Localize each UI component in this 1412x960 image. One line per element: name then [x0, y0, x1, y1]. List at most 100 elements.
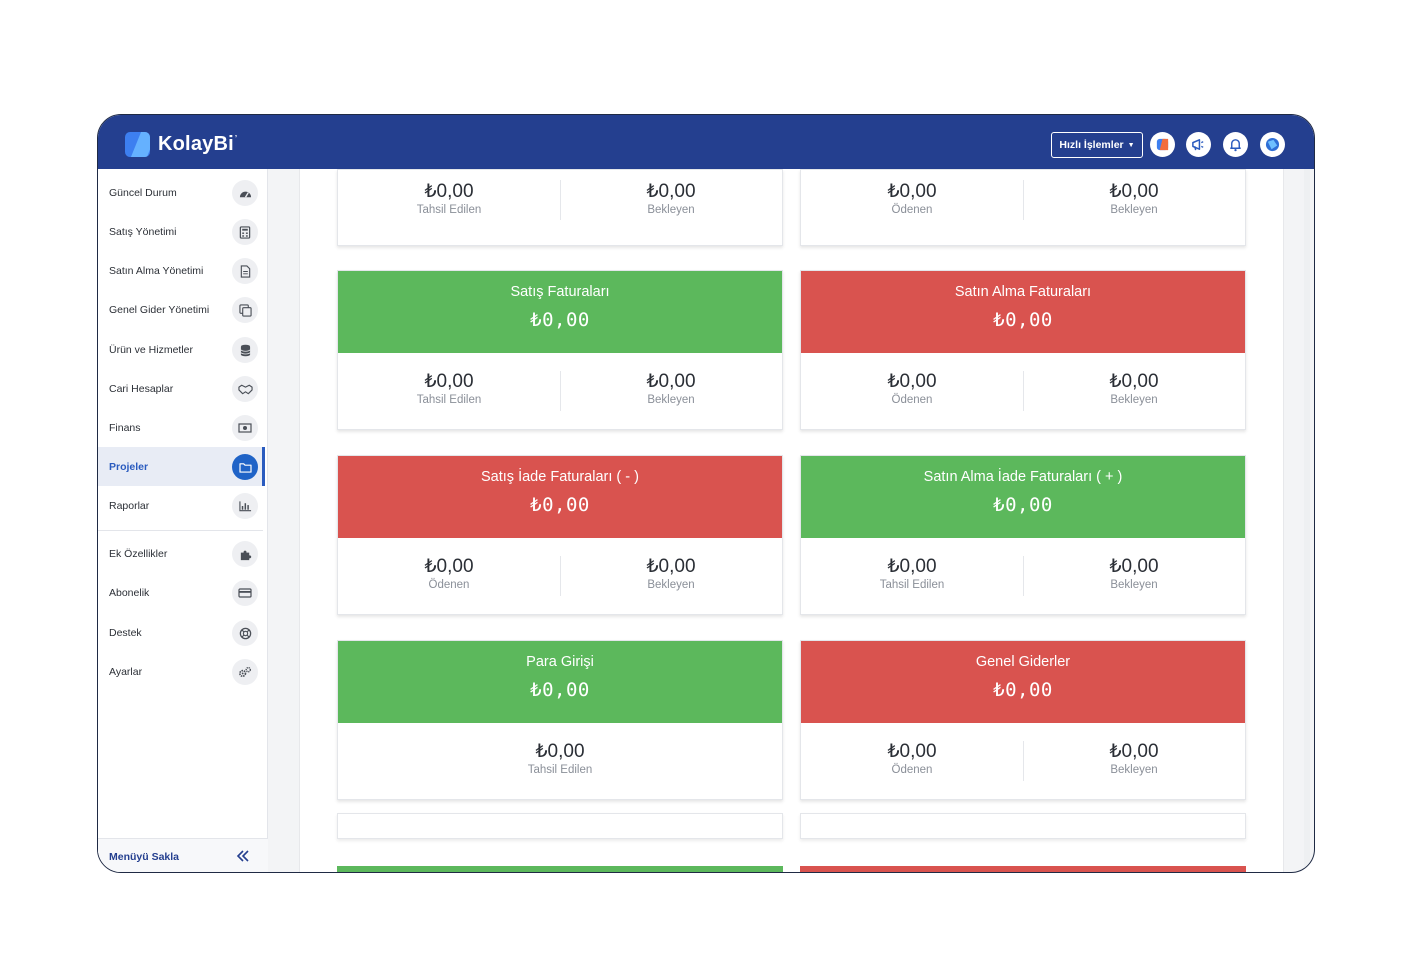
stat-value: ₺0,00: [646, 181, 696, 202]
page-scrollbar[interactable]: [1304, 169, 1310, 872]
sidebar-item-label: Ürün ve Hizmetler: [109, 343, 194, 356]
stat-divider: [1023, 556, 1024, 596]
credit-card-icon: [232, 580, 258, 606]
collected-stat: ₺0,00 Tahsil Edilen: [801, 555, 1023, 591]
purchase-returns-card[interactable]: Satın Alma İade Faturaları ( + ) ₺0,00 ₺…: [800, 455, 1246, 615]
card-total: ₺0,00: [530, 309, 590, 331]
megaphone-icon[interactable]: [1186, 132, 1211, 157]
sidebar-item-raporlar[interactable]: Raporlar: [98, 486, 263, 525]
bell-glyph: [1230, 139, 1241, 152]
stat-value: ₺0,00: [535, 741, 585, 762]
stat-label: Bekleyen: [1110, 579, 1158, 591]
card-title: Satış Faturaları: [510, 284, 610, 300]
logo-text: KolayBi: [158, 133, 234, 155]
card-header: Satın Alma Faturaları ₺0,00: [801, 271, 1245, 353]
sales-returns-card[interactable]: Satış İade Faturaları ( - ) ₺0,00 ₺0,00 …: [337, 455, 783, 615]
sidebar-item-ek-ozellikler[interactable]: Ek Özellikler: [98, 534, 263, 573]
stat-value: ₺0,00: [1109, 556, 1159, 577]
card-header: Satış Faturaları ₺0,00: [338, 271, 782, 353]
pending-stat: ₺0,00 Bekleyen: [1023, 370, 1245, 406]
stat-value: ₺0,00: [887, 556, 937, 577]
quick-actions-label: Hızlı İşlemler: [1059, 139, 1124, 151]
stat-divider: [560, 180, 561, 220]
stat-value: ₺0,00: [646, 556, 696, 577]
stat-value: ₺0,00: [424, 371, 474, 392]
calculator-icon: [232, 219, 258, 245]
stat-value: ₺0,00: [887, 371, 937, 392]
document-icon: [232, 258, 258, 284]
stat-label: Ödenen: [891, 394, 933, 406]
pending-stat: ₺0,00 Bekleyen: [560, 180, 782, 216]
sidebar-divider: [98, 530, 263, 531]
hide-menu-button[interactable]: Menüyü Sakla: [98, 838, 268, 872]
sales-invoices-card[interactable]: Satış Faturaları ₺0,00 ₺0,00 Tahsil Edil…: [337, 270, 783, 430]
card-total: ₺0,00: [993, 679, 1053, 701]
stat-label: Bekleyen: [1110, 394, 1158, 406]
card-total: ₺0,00: [530, 679, 590, 701]
stat-value: ₺0,00: [887, 741, 937, 762]
megaphone-glyph: [1192, 139, 1204, 151]
summary-card-payments: ₺0,00 Ödenen ₺0,00 Bekleyen: [800, 169, 1246, 246]
sidebar-item-label: Ayarlar: [109, 665, 143, 678]
stat-label: Tahsil Edilen: [416, 204, 482, 216]
stat-divider: [560, 371, 561, 411]
stat-label: Tahsil Edilen: [416, 394, 482, 406]
card-header: Satın Alma İade Faturaları ( + ) ₺0,00: [801, 456, 1245, 538]
stat-label: Bekleyen: [1110, 764, 1158, 776]
money-icon: [232, 415, 258, 441]
sidebar: Güncel Durum Satış Yönetimi Satın Alma Y…: [98, 169, 268, 872]
pending-stat: ₺0,00 Bekleyen: [560, 555, 782, 591]
sidebar-item-label: Cari Hesaplar: [109, 382, 174, 395]
sidebar-item-genel-gider-yonetimi[interactable]: Genel Gider Yönetimi: [98, 290, 263, 329]
database-icon: [232, 337, 258, 363]
gears-icon: [232, 659, 258, 685]
stat-value: ₺0,00: [646, 371, 696, 392]
collected-stat: ₺0,00 Tahsil Edilen: [338, 740, 782, 776]
summary-card-collections: ₺0,00 Tahsil Edilen ₺0,00 Bekleyen: [337, 169, 783, 246]
dashboard-gauge-icon: [232, 180, 258, 206]
card-header-partial-red: [800, 866, 1246, 872]
sidebar-item-finans[interactable]: Finans: [98, 408, 263, 447]
sidebar-item-guncel-durum[interactable]: Güncel Durum: [98, 173, 263, 212]
stat-label: Ödenen: [428, 579, 470, 591]
quick-actions-button[interactable]: Hızlı İşlemler ▼: [1051, 132, 1143, 158]
logo-mark: ’: [234, 134, 238, 143]
sidebar-item-cari-hesaplar[interactable]: Cari Hesaplar: [98, 369, 263, 408]
sidebar-item-satis-yonetimi[interactable]: Satış Yönetimi: [98, 212, 263, 251]
kolaybi-logo-icon: [125, 132, 150, 157]
sidebar-item-label: Satış Yönetimi: [109, 225, 177, 238]
stat-label: Tahsil Edilen: [527, 764, 593, 776]
kolaybi-app-icon[interactable]: [1150, 132, 1175, 157]
stat-value: ₺0,00: [1109, 181, 1159, 202]
kolaybi-app-glyph: [1156, 138, 1169, 151]
user-avatar-icon[interactable]: [1260, 132, 1285, 157]
bell-icon[interactable]: [1223, 132, 1248, 157]
cash-in-card[interactable]: Para Girişi ₺0,00 ₺0,00 Tahsil Edilen: [337, 640, 783, 800]
sidebar-item-urun-ve-hizmetler[interactable]: Ürün ve Hizmetler: [98, 330, 263, 369]
sidebar-item-abonelik[interactable]: Abonelik: [98, 573, 263, 612]
card-header-partial-green: [337, 866, 783, 872]
sidebar-item-destek[interactable]: Destek: [98, 613, 263, 652]
sidebar-item-ayarlar[interactable]: Ayarlar: [98, 652, 263, 691]
kolaybi-logo[interactable]: KolayBi’: [125, 132, 237, 157]
sidebar-item-label: Satın Alma Yönetimi: [109, 264, 204, 277]
stat-label: Ödenen: [891, 764, 933, 776]
collected-stat: ₺0,00 Tahsil Edilen: [338, 180, 560, 216]
stat-value: ₺0,00: [1109, 741, 1159, 762]
card-total: ₺0,00: [530, 494, 590, 516]
stat-label: Bekleyen: [647, 579, 695, 591]
stat-divider: [1023, 180, 1024, 220]
stat-value: ₺0,00: [887, 181, 937, 202]
card-total: ₺0,00: [993, 309, 1053, 331]
stat-divider: [1023, 371, 1024, 411]
sidebar-item-projeler[interactable]: Projeler: [98, 447, 265, 486]
stat-divider: [560, 556, 561, 596]
stat-value: ₺0,00: [424, 556, 474, 577]
general-expenses-card[interactable]: Genel Giderler ₺0,00 ₺0,00 Ödenen ₺0,00 …: [800, 640, 1246, 800]
card-header: Genel Giderler ₺0,00: [801, 641, 1245, 723]
purchase-invoices-card[interactable]: Satın Alma Faturaları ₺0,00 ₺0,00 Ödenen…: [800, 270, 1246, 430]
card-title: Satın Alma İade Faturaları ( + ): [923, 469, 1123, 485]
sidebar-item-satin-alma-yonetimi[interactable]: Satın Alma Yönetimi: [98, 251, 263, 290]
folder-icon: [232, 454, 258, 480]
app-window: KolayBi’ Hızlı İşlemler ▼ Güncel Durum S…: [97, 114, 1315, 873]
